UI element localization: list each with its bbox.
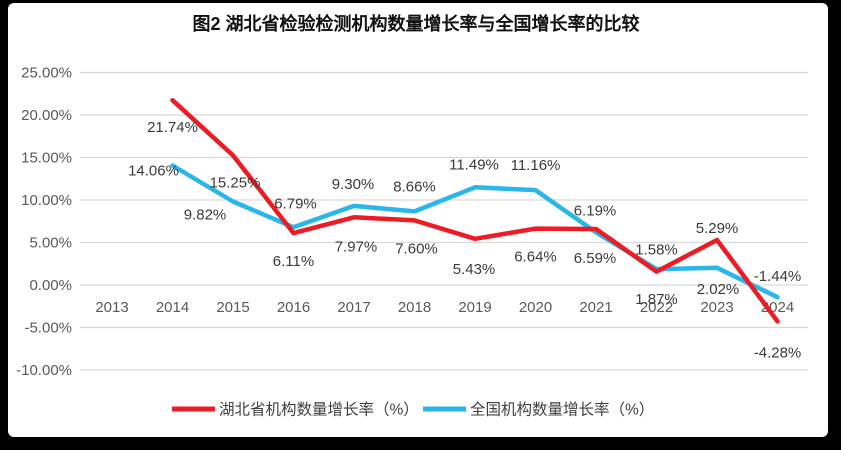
data-label: 7.97% [335, 238, 378, 255]
x-tick-label: 2023 [700, 299, 733, 316]
data-label: 2.02% [697, 281, 740, 298]
data-label: 6.19% [574, 202, 617, 219]
series-line [170, 97, 780, 324]
series-lines [170, 97, 780, 324]
y-tick-label: 10.00% [21, 192, 72, 209]
legend: 湖北省机构数量增长率（%） 全国机构数量增长率（%） [172, 401, 654, 419]
x-tick-label: 2022 [640, 299, 673, 316]
data-label: 6.79% [274, 195, 317, 212]
y-tick-label: -5.00% [24, 320, 72, 337]
y-tick-label: 25.00% [21, 65, 72, 82]
data-label: 14.06% [128, 162, 179, 179]
data-label: 6.11% [273, 253, 314, 270]
series-line [170, 163, 780, 300]
legend-label-hubei: 湖北省机构数量增长率（%） [219, 401, 419, 419]
data-label: 1.58% [635, 242, 678, 259]
chart-title: 图2 湖北省检验检测机构数量增长率与全国增长率的比较 [192, 13, 639, 34]
data-label: 9.82% [184, 207, 227, 224]
data-label: 11.49% [449, 156, 499, 173]
y-axis-labels: 25.00% 20.00% 15.00% 10.00% 5.00% 0.00% -5.00%… [16, 65, 72, 380]
gridlines [80, 71, 808, 371]
x-tick-label: 2021 [579, 299, 612, 316]
data-label: 9.30% [332, 176, 375, 193]
x-tick-label: 2016 [277, 299, 310, 316]
data-label: 7.60% [395, 240, 438, 257]
data-label: 15.25% [210, 174, 261, 191]
x-tick-label: 2018 [398, 299, 431, 316]
y-tick-label: 5.00% [29, 235, 72, 252]
data-label: 6.64% [514, 249, 557, 266]
x-tick-label: 2020 [519, 299, 552, 316]
y-tick-label: 0.00% [29, 277, 72, 294]
data-label: -1.44% [754, 268, 802, 285]
legend-label-national: 全国机构数量增长率（%） [470, 401, 654, 419]
x-tick-label: 2013 [95, 299, 128, 316]
y-tick-label: 20.00% [21, 107, 72, 124]
x-axis-labels: 2013 2014 2015 2016 2017 2018 2019 2020 2021 2022… [95, 299, 794, 316]
data-label: -4.28% [754, 344, 802, 361]
x-tick-label: 2015 [216, 299, 249, 316]
x-tick-label: 2014 [156, 299, 189, 316]
data-label: 5.43% [453, 261, 496, 278]
y-tick-label: 15.00% [21, 150, 72, 167]
data-label: 1.87% [635, 291, 678, 308]
x-tick-label: 2019 [458, 299, 491, 316]
data-labels: 21.74% 15.25% 6.11% 7.97% 7.60% 5.43% 6.64% 6.5… [128, 119, 801, 361]
y-tick-label: -10.00% [16, 362, 72, 379]
data-label: 11.16% [511, 157, 561, 174]
x-tick-label: 2017 [337, 299, 370, 316]
data-label: 6.59% [574, 250, 617, 267]
data-label: 8.66% [393, 178, 436, 195]
data-label: 5.29% [696, 220, 739, 237]
data-label: 21.74% [147, 119, 198, 136]
